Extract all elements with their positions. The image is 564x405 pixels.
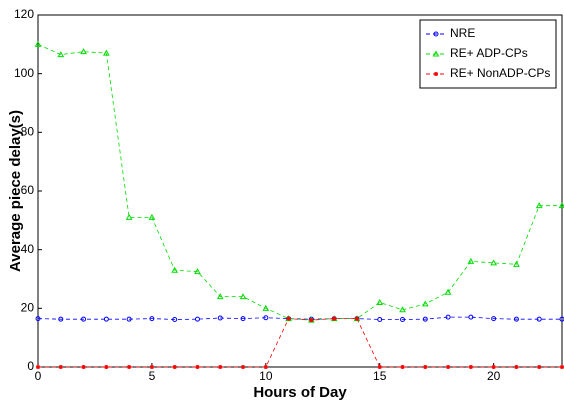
marker xyxy=(400,365,405,369)
marker xyxy=(148,213,156,220)
legend-label: RE+ NonADP-CPs xyxy=(450,66,550,80)
marker xyxy=(36,365,40,369)
marker xyxy=(445,314,451,320)
marker xyxy=(194,316,200,322)
marker xyxy=(126,316,132,322)
marker xyxy=(57,51,65,58)
y-tick-label: 60 xyxy=(21,183,35,197)
x-tick-label: 10 xyxy=(259,369,273,383)
marker xyxy=(241,365,246,369)
marker xyxy=(195,365,200,369)
marker xyxy=(194,268,201,275)
marker xyxy=(104,365,109,369)
y-tick-label: 120 xyxy=(14,7,34,21)
x-tick-label: 0 xyxy=(35,369,42,383)
marker xyxy=(149,316,155,322)
marker xyxy=(102,49,110,56)
marker xyxy=(58,316,64,322)
marker xyxy=(491,365,496,369)
legend-label: NRE xyxy=(450,26,475,40)
marker xyxy=(399,306,406,313)
marker xyxy=(354,316,359,321)
marker xyxy=(444,288,452,295)
marker xyxy=(446,365,451,369)
x-tick-label: 5 xyxy=(149,369,156,383)
marker xyxy=(421,300,429,307)
marker xyxy=(218,365,223,369)
marker xyxy=(103,316,109,322)
marker xyxy=(127,365,132,369)
legend-label: RE+ ADP-CPs xyxy=(450,46,528,60)
marker xyxy=(286,316,291,321)
marker xyxy=(80,48,87,55)
marker xyxy=(535,202,543,209)
marker xyxy=(433,31,439,37)
marker xyxy=(513,260,520,267)
marker xyxy=(423,365,428,369)
marker xyxy=(468,314,474,320)
marker xyxy=(536,316,542,322)
marker xyxy=(432,50,440,57)
y-tick-label: 20 xyxy=(21,301,35,315)
marker xyxy=(263,365,268,369)
marker xyxy=(262,304,270,311)
marker xyxy=(468,365,473,369)
marker xyxy=(559,316,564,322)
marker xyxy=(490,259,498,266)
marker xyxy=(172,316,178,322)
marker xyxy=(81,365,86,369)
series-line xyxy=(37,43,562,321)
marker xyxy=(81,316,87,322)
marker xyxy=(434,72,438,76)
x-tick-label: 15 xyxy=(373,369,387,383)
marker xyxy=(172,365,177,369)
marker xyxy=(513,316,519,322)
marker xyxy=(240,316,246,322)
marker xyxy=(58,365,63,369)
marker xyxy=(332,316,337,321)
marker xyxy=(35,316,41,322)
marker xyxy=(377,316,383,322)
marker xyxy=(537,365,542,369)
series-line xyxy=(38,318,562,368)
marker xyxy=(558,202,564,209)
marker xyxy=(400,316,406,322)
marker xyxy=(467,257,475,264)
marker xyxy=(376,298,384,305)
x-axis-label: Hours of Day xyxy=(253,384,347,401)
y-tick-label: 80 xyxy=(21,125,35,139)
y-tick-label: 100 xyxy=(14,66,34,80)
marker xyxy=(216,293,224,300)
series-line xyxy=(37,316,562,320)
y-tick-label: 0 xyxy=(27,359,34,373)
marker xyxy=(514,365,519,369)
marker xyxy=(34,40,42,47)
marker xyxy=(309,318,314,323)
marker xyxy=(149,365,154,369)
marker xyxy=(171,266,179,273)
marker xyxy=(125,213,133,220)
marker xyxy=(217,315,223,321)
marker xyxy=(377,365,382,369)
marker xyxy=(422,316,428,322)
x-tick-label: 20 xyxy=(487,369,501,383)
y-tick-label: 40 xyxy=(21,242,35,256)
marker xyxy=(560,365,564,369)
marker xyxy=(239,293,247,300)
marker xyxy=(263,315,269,321)
marker xyxy=(491,316,497,322)
y-axis-label: Average piece delay(s) xyxy=(7,110,24,272)
